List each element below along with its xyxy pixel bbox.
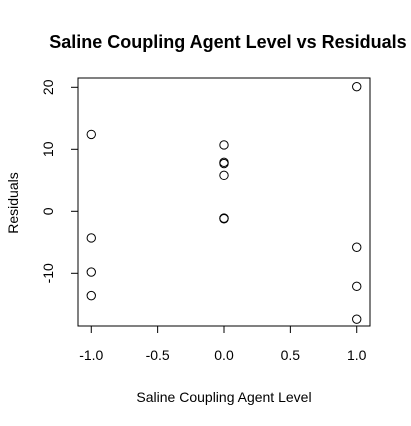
data-point [352, 314, 362, 324]
data-point [352, 81, 362, 92]
y-tick-label: -10 [40, 263, 56, 283]
x-tick-label: 1.0 [347, 347, 367, 363]
x-tick-label: 0.5 [281, 347, 301, 363]
x-axis-label: Saline Coupling Agent Level [136, 389, 311, 405]
data-point [219, 170, 229, 181]
plot-frame [77, 77, 371, 327]
data-point [86, 267, 96, 277]
y-tick-label: 0 [40, 207, 56, 215]
data-point [86, 233, 96, 243]
x-tick-label: -0.5 [146, 347, 170, 363]
y-axis-label: Residuals [5, 172, 21, 233]
chart-title: Saline Coupling Agent Level vs Residuals [49, 32, 406, 52]
data-point [219, 158, 229, 169]
data-point [352, 281, 362, 292]
data-point [219, 213, 229, 223]
data-point [86, 129, 96, 140]
x-tick-label: -1.0 [79, 347, 103, 363]
y-tick-label: 10 [40, 141, 56, 157]
data-point [219, 140, 229, 150]
y-axis: -10 0 10 20 [40, 79, 78, 283]
y-tick-label: 20 [40, 79, 56, 95]
data-point [352, 242, 362, 252]
x-axis: -1.0 -0.5 0.0 0.5 1.0 [79, 326, 367, 363]
x-tick-label: 0.0 [214, 347, 234, 363]
data-point [86, 290, 96, 301]
data-points [86, 81, 362, 324]
